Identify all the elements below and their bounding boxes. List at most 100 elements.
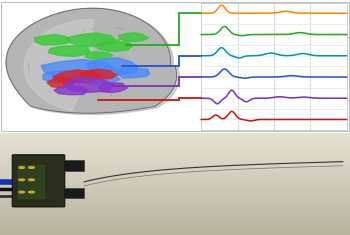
- Bar: [0, 202, 350, 203]
- Bar: [0, 199, 350, 200]
- Bar: [0, 180, 350, 181]
- Bar: [0, 208, 350, 209]
- Bar: [0, 192, 350, 193]
- Bar: [0, 184, 350, 185]
- Bar: [0, 216, 350, 217]
- Bar: [0, 150, 350, 151]
- Bar: [0, 134, 350, 135]
- Bar: [0, 191, 350, 192]
- Polygon shape: [114, 68, 150, 78]
- Bar: [0, 193, 350, 194]
- Bar: [0, 152, 350, 153]
- Circle shape: [19, 191, 24, 193]
- Bar: [0, 207, 350, 208]
- Bar: [0, 232, 350, 233]
- FancyBboxPatch shape: [12, 155, 65, 207]
- Polygon shape: [79, 69, 117, 79]
- Bar: [0, 212, 350, 213]
- Bar: [0, 143, 350, 144]
- Bar: [0, 178, 350, 179]
- Bar: [0, 168, 350, 169]
- Bar: [0, 186, 350, 187]
- Bar: [0, 211, 350, 212]
- Bar: [0, 198, 350, 199]
- Bar: [0, 161, 350, 162]
- Bar: [0, 148, 350, 149]
- Bar: [0, 158, 350, 159]
- Bar: [0, 201, 350, 202]
- Bar: [0, 162, 350, 163]
- Bar: [0, 183, 350, 184]
- Circle shape: [29, 167, 34, 168]
- Bar: [0, 175, 350, 176]
- Bar: [0, 226, 350, 227]
- Polygon shape: [54, 86, 88, 95]
- Bar: [0, 188, 350, 189]
- Circle shape: [19, 179, 24, 181]
- Polygon shape: [118, 33, 149, 42]
- Bar: [0, 160, 350, 161]
- Polygon shape: [85, 52, 113, 60]
- Bar: [0, 203, 350, 204]
- Polygon shape: [6, 8, 176, 113]
- Bar: [0, 159, 350, 160]
- Bar: [0, 166, 350, 167]
- Bar: [0, 177, 350, 178]
- Polygon shape: [35, 35, 71, 45]
- Bar: [0, 233, 350, 234]
- Bar: [0, 215, 350, 216]
- Bar: [0, 197, 350, 198]
- Bar: [0, 141, 350, 142]
- Bar: [0, 163, 350, 164]
- Bar: [0, 229, 350, 230]
- Bar: [0, 153, 350, 154]
- Bar: [0, 187, 350, 188]
- Bar: [0, 225, 350, 226]
- Bar: [0, 133, 350, 134]
- Bar: [0, 149, 350, 150]
- Bar: [0, 224, 350, 225]
- Bar: [0, 181, 350, 182]
- Bar: [0, 218, 350, 219]
- Bar: [0, 167, 350, 168]
- Bar: [0, 182, 350, 183]
- Bar: [0, 142, 350, 143]
- Polygon shape: [48, 46, 90, 56]
- Polygon shape: [24, 20, 93, 111]
- Bar: [0, 139, 350, 140]
- Polygon shape: [67, 33, 120, 47]
- Bar: [0, 223, 350, 224]
- Bar: [0, 174, 350, 175]
- Bar: [0, 214, 350, 215]
- Polygon shape: [43, 71, 86, 84]
- Bar: [0, 138, 350, 139]
- Polygon shape: [41, 59, 115, 78]
- Polygon shape: [63, 77, 114, 92]
- Bar: [0, 179, 350, 180]
- Circle shape: [29, 191, 34, 193]
- Bar: [0, 189, 350, 190]
- Bar: [0, 147, 350, 148]
- Circle shape: [29, 179, 34, 181]
- Bar: [0, 172, 350, 173]
- Bar: [0, 190, 350, 191]
- Bar: [0, 136, 350, 137]
- Bar: [0, 231, 350, 232]
- Bar: [0, 170, 350, 171]
- Bar: [0, 144, 350, 145]
- Bar: [0, 135, 350, 136]
- Bar: [0, 230, 350, 231]
- Bar: [0, 165, 350, 166]
- Polygon shape: [9, 10, 179, 114]
- Bar: [18, 165, 44, 198]
- Bar: [0, 195, 350, 196]
- Bar: [0, 164, 350, 165]
- Bar: [0, 194, 350, 195]
- Bar: [63, 160, 84, 171]
- Polygon shape: [77, 75, 120, 85]
- Bar: [0, 146, 350, 147]
- Bar: [0, 173, 350, 174]
- Bar: [0, 209, 350, 210]
- Bar: [63, 188, 84, 198]
- Bar: [0, 196, 350, 197]
